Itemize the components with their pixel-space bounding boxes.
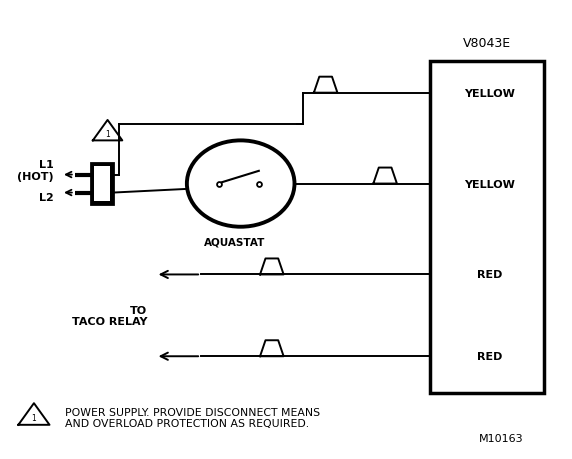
Text: TO
TACO RELAY: TO TACO RELAY [72, 305, 147, 326]
Text: YELLOW: YELLOW [464, 89, 515, 98]
Text: L1
(HOT): L1 (HOT) [17, 160, 54, 181]
Text: 1: 1 [105, 130, 110, 139]
Bar [94, 167, 110, 202]
Bar [90, 164, 113, 205]
Text: V8043E: V8043E [463, 38, 511, 50]
Text: 1: 1 [31, 414, 36, 422]
Circle shape [187, 141, 295, 227]
Text: RED: RED [476, 352, 502, 361]
Text: RED: RED [476, 270, 502, 280]
Text: M10163: M10163 [479, 433, 523, 443]
Text: L2: L2 [39, 193, 54, 203]
Text: AQUASTAT: AQUASTAT [204, 237, 266, 247]
Text: POWER SUPPLY. PROVIDE DISCONNECT MEANS
AND OVERLOAD PROTECTION AS REQUIRED.: POWER SUPPLY. PROVIDE DISCONNECT MEANS A… [65, 407, 320, 428]
Bar [431, 62, 544, 393]
Text: YELLOW: YELLOW [464, 179, 515, 189]
